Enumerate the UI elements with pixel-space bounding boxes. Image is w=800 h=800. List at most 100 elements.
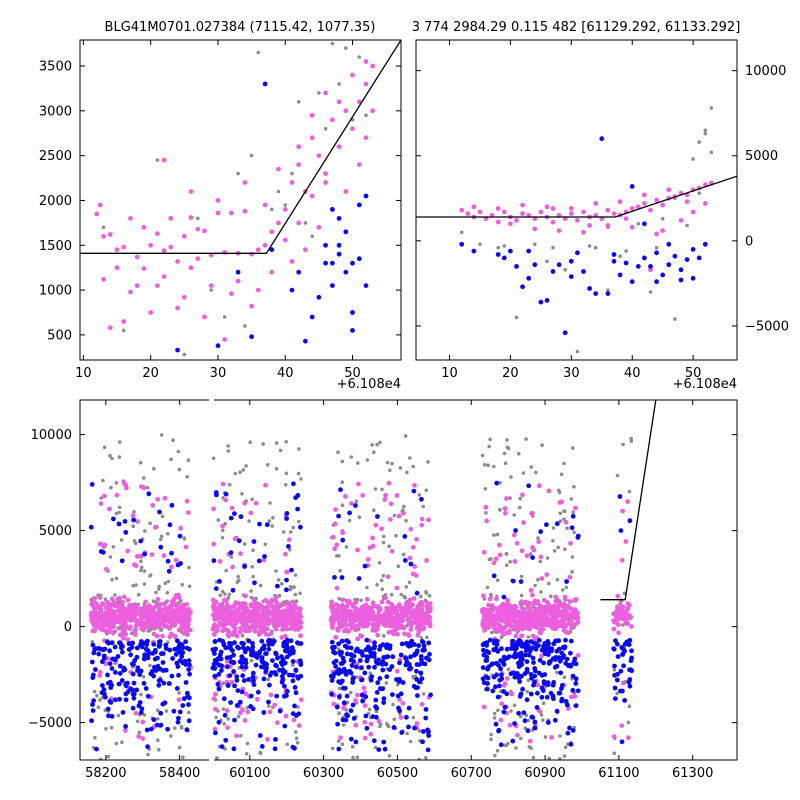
gray-data-point [177,745,182,750]
gray-data-point [117,455,122,459]
blue-data-point [295,506,300,512]
magenta-data-point [356,162,362,168]
gray-data-point [108,555,113,559]
magenta-data-point [530,510,535,516]
blue-data-point [227,640,232,646]
magenta-data-point [620,604,626,610]
magenta-data-point [208,283,214,288]
magenta-data-point [294,617,300,622]
blue-data-point [629,648,634,654]
blue-data-point [123,530,129,535]
blue-data-point [356,202,362,208]
magenta-data-point [264,604,270,610]
gray-data-point [478,242,482,247]
blue-data-point [554,521,560,527]
blue-data-point [353,664,359,670]
blue-data-point [521,710,527,716]
magenta-data-point [465,211,471,217]
magenta-data-point [611,611,617,617]
blue-data-point [516,675,522,681]
blue-data-point [286,672,292,678]
gray-data-point [357,627,361,631]
magenta-data-point [379,599,385,605]
magenta-data-point [352,623,358,629]
x-tick-label: 30 [563,366,580,381]
blue-data-point [528,639,534,644]
magenta-data-point [384,606,390,612]
blue-data-point [152,649,158,655]
gray-data-point [330,41,335,46]
full-lightcurve-model-line [600,400,657,601]
magenta-data-point [225,725,231,730]
magenta-data-point [143,599,149,605]
magenta-data-point [541,619,547,625]
gray-data-point [250,564,254,569]
gray-data-point [101,225,106,230]
magenta-data-point [91,596,97,601]
gray-data-point [697,191,701,195]
gray-data-point [557,488,561,493]
blue-data-point [230,587,236,593]
gray-data-point [114,481,119,485]
blue-data-point [491,573,497,579]
blue-data-point [518,579,524,584]
blue-data-point [373,704,378,710]
gray-data-point [294,730,298,734]
magenta-data-point [95,616,101,621]
gray-data-point [518,505,522,510]
gray-data-point [558,734,562,738]
gray-data-point [570,555,575,559]
blue-data-point [253,662,259,668]
magenta-data-point [500,602,506,608]
gray-data-point [359,598,363,603]
blue-data-point [559,698,564,704]
blue-data-point [406,705,412,711]
blue-data-point [241,678,247,683]
magenta-data-point [376,718,382,724]
gray-data-point [340,742,345,746]
magenta-data-point [135,618,141,623]
blue-data-point [573,676,579,682]
gray-data-point [338,568,342,573]
magenta-data-point [181,617,187,623]
magenta-data-point [97,595,103,600]
gray-data-point [151,599,156,604]
gray-data-point [417,729,422,733]
blue-data-point [525,728,531,734]
magenta-data-point [212,622,218,628]
blue-data-point [186,702,191,707]
blue-data-point [170,656,176,661]
blue-data-point [298,524,303,530]
magenta-data-point [555,608,560,613]
blue-data-point [259,744,265,749]
magenta-data-point [426,517,431,523]
full-lightcurve-panel: 58200 58400 60100 60300 60500 60700 60900 61100… [28,396,738,781]
gray-data-point [303,221,308,225]
blue-data-point [292,703,297,709]
magenta-data-point [347,599,352,604]
blue-data-point [380,667,386,673]
blue-data-point [343,229,349,235]
blue-data-point [171,708,177,714]
blue-data-point [242,564,248,569]
magenta-data-point [419,607,425,613]
gray-data-point [347,518,352,523]
blue-data-point [239,689,245,695]
gray-data-point [96,705,101,709]
blue-data-point [105,706,111,712]
magenta-data-point [340,597,345,603]
magenta-data-point [161,248,167,254]
magenta-data-point [513,625,519,630]
blue-data-point [629,184,635,189]
blue-data-point [336,216,342,221]
magenta-data-point [619,723,625,728]
gray-data-point [142,476,146,480]
blue-data-point [493,646,499,651]
blue-data-point [390,654,396,660]
blue-data-point [570,688,576,693]
magenta-data-point [234,733,239,739]
magenta-data-point [379,526,384,532]
magenta-data-point [615,622,621,627]
magenta-data-point [387,622,393,628]
magenta-data-point [274,616,280,621]
